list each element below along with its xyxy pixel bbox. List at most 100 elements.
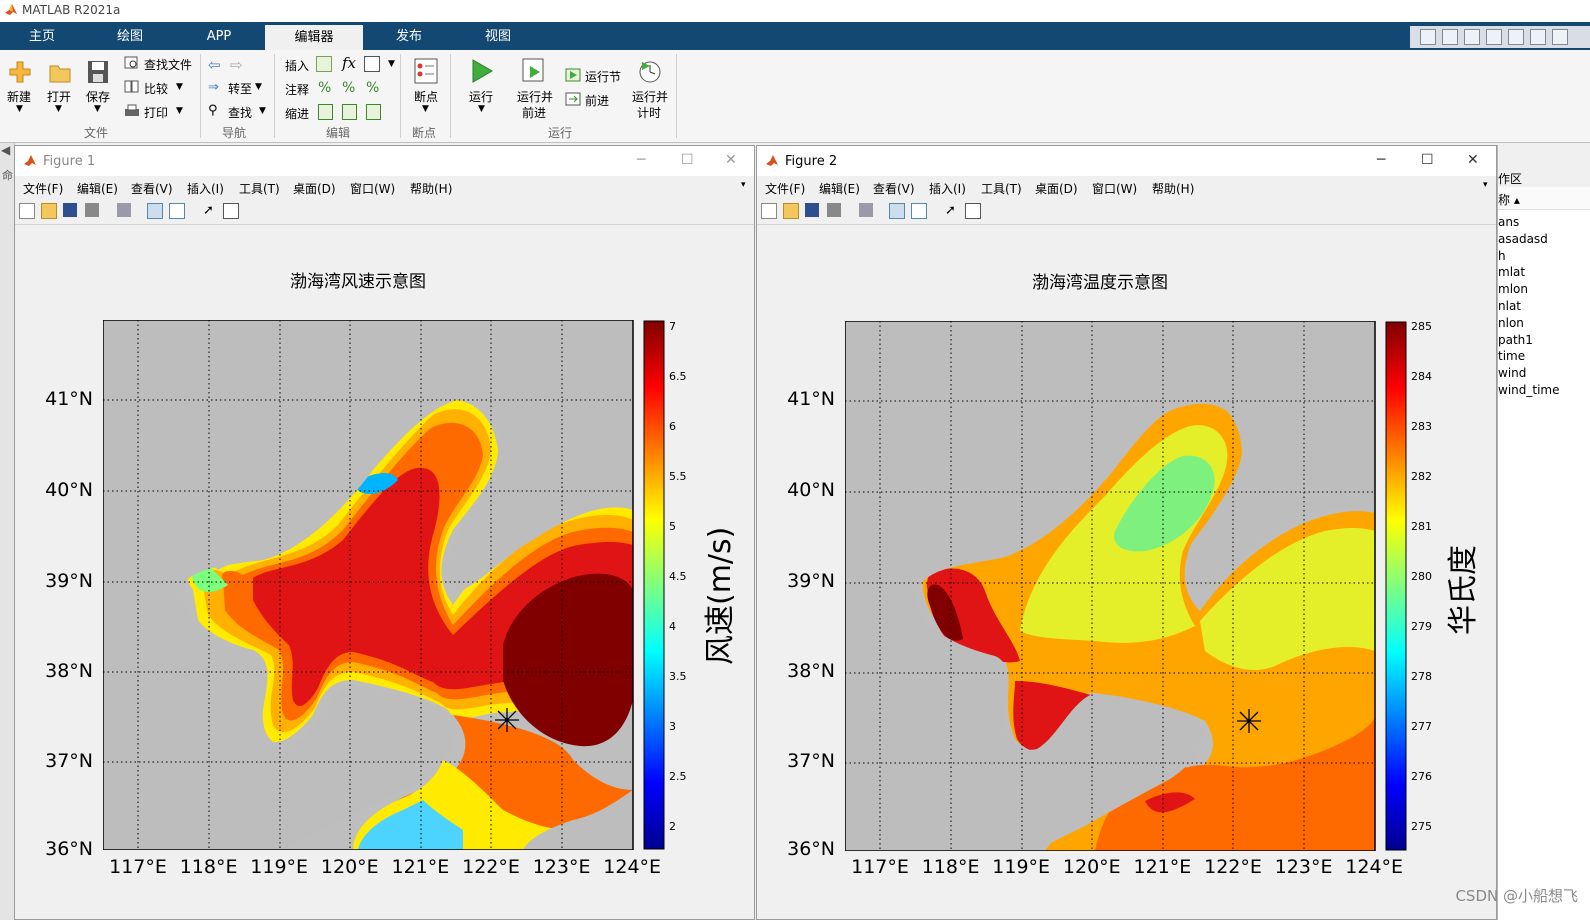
advance-button[interactable]: 前进	[585, 94, 610, 108]
menu-help[interactable]: 帮助(H)	[410, 182, 453, 196]
open-folder-icon[interactable]	[48, 62, 72, 84]
menu-tools[interactable]: 工具(T)	[981, 182, 1022, 196]
insert-legend-icon[interactable]	[169, 203, 185, 219]
insert-function-icon[interactable]	[364, 56, 380, 72]
undo-icon[interactable]	[1508, 29, 1524, 45]
save-button[interactable]: 保存	[86, 90, 111, 104]
redo-icon[interactable]	[1530, 29, 1546, 45]
breakpoints-icon[interactable]	[414, 58, 438, 84]
run-dropdown-icon[interactable]: ▼	[478, 104, 485, 114]
save-figure-icon[interactable]	[63, 203, 77, 217]
name-column-header[interactable]: 称 ▴	[1498, 193, 1520, 207]
menu-edit[interactable]: 编辑(E)	[819, 182, 860, 196]
workspace-column-header[interactable]: 称 ▴	[1498, 187, 1590, 210]
find-files-button[interactable]: 查找文件	[144, 58, 193, 72]
menu-tools[interactable]: 工具(T)	[239, 182, 280, 196]
compare-dropdown-icon[interactable]: ▼	[176, 82, 183, 92]
goto-dropdown-icon[interactable]: ▼	[255, 82, 262, 92]
menu-view[interactable]: 查看(V)	[131, 182, 173, 196]
workspace-variable[interactable]: time	[1498, 349, 1526, 364]
new-dropdown-icon[interactable]: ▼	[16, 104, 23, 114]
property-inspector-icon[interactable]	[965, 203, 981, 219]
open-file-icon[interactable]	[783, 203, 799, 219]
smart-indent-icon[interactable]	[318, 104, 333, 120]
open-button[interactable]: 打开	[47, 90, 72, 104]
new-button[interactable]: 新建	[7, 90, 32, 104]
print-figure-icon[interactable]	[827, 203, 841, 217]
link-plot-icon[interactable]	[147, 203, 163, 219]
close-button[interactable]: ✕	[1467, 152, 1479, 168]
save-figure-icon[interactable]	[805, 203, 819, 217]
increase-indent-icon[interactable]	[366, 104, 381, 120]
wind-speed-map[interactable]	[103, 320, 635, 850]
menu-desktop[interactable]: 桌面(D)	[1035, 182, 1078, 196]
cut-icon[interactable]	[1442, 29, 1458, 45]
compare-button[interactable]: 比较	[144, 82, 169, 96]
insert-button[interactable]: 插入	[285, 59, 310, 73]
insert-section-icon[interactable]	[316, 56, 332, 72]
insert-dropdown-icon[interactable]: ▼	[388, 59, 395, 69]
new-figure-icon[interactable]	[19, 203, 35, 219]
comment-percent-icon[interactable]: %	[318, 80, 332, 96]
print-dropdown-icon[interactable]: ▼	[176, 106, 183, 116]
menu-file[interactable]: 文件(F)	[23, 182, 64, 196]
workspace-variable[interactable]: mlat	[1498, 265, 1526, 280]
temperature-map[interactable]	[845, 321, 1377, 851]
copy-icon[interactable]	[1464, 29, 1480, 45]
minimize-button[interactable]: ─	[1377, 152, 1386, 168]
save-disk-icon[interactable]	[87, 60, 109, 84]
property-inspector-icon[interactable]	[223, 203, 239, 219]
workspace-variable[interactable]: wind_time	[1498, 383, 1560, 397]
breakpoints-button[interactable]: 断点	[414, 90, 439, 104]
workspace-variable[interactable]: wind	[1498, 366, 1527, 381]
run-advance-label-1[interactable]: 运行并	[517, 90, 554, 104]
edit-pointer-icon[interactable]: ➚	[203, 203, 214, 218]
decrease-indent-icon[interactable]	[342, 104, 357, 120]
run-play-icon[interactable]	[470, 58, 494, 84]
indent-button[interactable]: 缩进	[285, 107, 310, 121]
run-button[interactable]: 运行	[469, 90, 494, 104]
print-button[interactable]: 打印	[144, 106, 169, 120]
tab-apps[interactable]: APP	[206, 29, 232, 44]
comment-button[interactable]: 注释	[285, 83, 310, 97]
run-time-label-1[interactable]: 运行并	[632, 90, 669, 104]
save-dropdown-icon[interactable]: ▼	[94, 104, 101, 114]
menu-help[interactable]: 帮助(H)	[1152, 182, 1195, 196]
menu-window[interactable]: 窗口(W)	[1092, 182, 1138, 196]
uncomment-icon[interactable]: %	[342, 80, 356, 96]
edit-pointer-icon[interactable]: ➚	[945, 203, 956, 218]
workspace-variable[interactable]: ans	[1498, 215, 1520, 229]
run-section-button[interactable]: 运行节	[585, 70, 622, 84]
menu-overflow-icon[interactable]: ▾	[1483, 180, 1488, 190]
forward-arrow-icon[interactable]: ⇨	[230, 56, 243, 74]
workspace-variable[interactable]: path1	[1498, 332, 1533, 347]
new-figure-icon[interactable]	[761, 203, 777, 219]
maximize-button[interactable]: ☐	[1421, 152, 1434, 168]
print-preview-icon[interactable]	[859, 203, 873, 217]
switch-windows-icon[interactable]	[1552, 29, 1568, 45]
save-icon[interactable]	[1420, 29, 1436, 45]
open-dropdown-icon[interactable]: ▼	[55, 104, 62, 114]
menu-window[interactable]: 窗口(W)	[350, 182, 396, 196]
maximize-button[interactable]: ☐	[681, 152, 694, 168]
tab-view[interactable]: 视图	[484, 29, 511, 44]
close-button[interactable]: ✕	[725, 152, 737, 168]
menu-overflow-icon[interactable]: ▾	[741, 180, 746, 190]
new-icon[interactable]	[8, 60, 32, 84]
minimize-button[interactable]: ─	[637, 152, 646, 168]
run-and-time-icon[interactable]	[638, 58, 662, 84]
workspace-variable[interactable]: h	[1498, 248, 1506, 263]
workspace-variable[interactable]: asadasd	[1498, 231, 1548, 246]
run-time-label-2[interactable]: 计时	[637, 106, 662, 120]
print-figure-icon[interactable]	[85, 203, 99, 217]
tab-publish[interactable]: 发布	[395, 29, 422, 44]
find-dropdown-icon[interactable]: ▼	[259, 106, 266, 116]
fx-icon[interactable]: fx	[342, 54, 357, 72]
insert-legend-icon[interactable]	[911, 203, 927, 219]
workspace-variable[interactable]: mlon	[1498, 282, 1528, 297]
link-plot-icon[interactable]	[889, 203, 905, 219]
back-arrow-icon[interactable]: ⇦	[208, 56, 221, 74]
menu-desktop[interactable]: 桌面(D)	[293, 182, 336, 196]
print-preview-icon[interactable]	[117, 203, 131, 217]
open-file-icon[interactable]	[41, 203, 57, 219]
